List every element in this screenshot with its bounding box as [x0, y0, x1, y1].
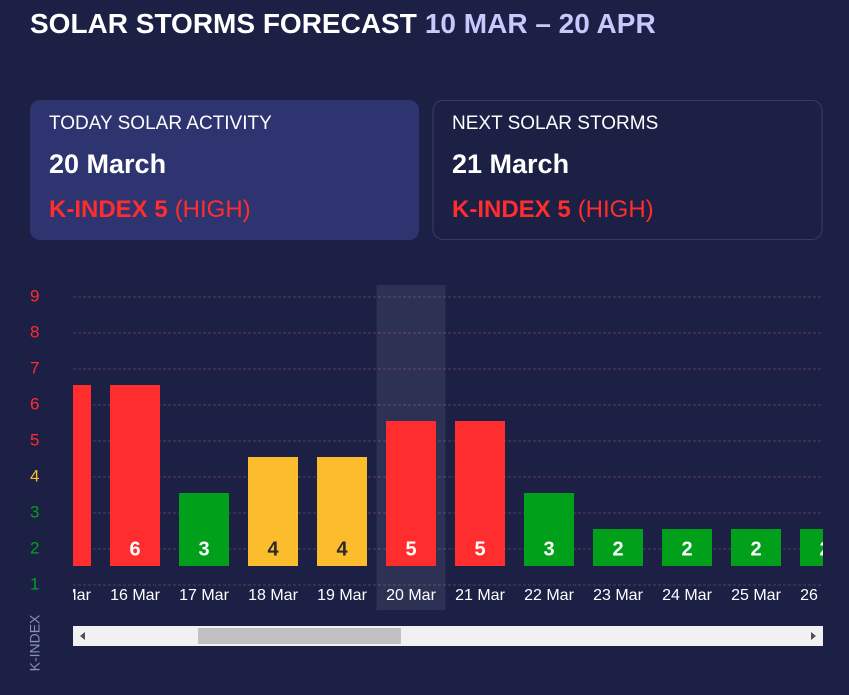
y-tick-label: 3: [30, 502, 39, 521]
value-label: 4: [267, 538, 279, 560]
value-label: 3: [198, 538, 209, 560]
y-tick-label: 4: [30, 466, 39, 485]
value-label: 2: [819, 538, 830, 560]
y-tick-label: 6: [30, 394, 39, 413]
bar: [524, 493, 574, 566]
k-index: K-INDEX 5: [452, 196, 571, 223]
title: SOLAR STORMS FORECAST 10 MAR – 20 APR: [30, 8, 656, 39]
card-index: K-INDEX 5 (HIGH): [452, 196, 654, 223]
x-tick-label: 15 Mar: [41, 587, 91, 604]
x-tick-label: 23 Mar: [593, 587, 643, 604]
x-tick-label: 21 Mar: [455, 587, 505, 604]
y-tick-label: 9: [30, 286, 39, 305]
bar: [731, 529, 781, 566]
bar: [317, 457, 367, 566]
plot: 6 15 Mar 6 16 Mar 3 17 Mar 4 18 Mar 4 19 Mar 5 20 M…: [41, 285, 849, 610]
k-index: K-INDEX 5: [49, 196, 168, 223]
x-tick-label: 22 Mar: [524, 587, 574, 604]
value-label: 5: [405, 538, 416, 560]
bar: [179, 493, 229, 566]
card-today: [30, 100, 419, 240]
bar: [386, 421, 436, 566]
level: (HIGH): [578, 196, 654, 223]
x-tick-label: 24 Mar: [662, 587, 712, 604]
title-period: 10 MAR – 20 APR: [425, 8, 656, 39]
bar: [455, 421, 505, 566]
bar: [593, 529, 643, 566]
y-tick-label: 8: [30, 322, 39, 341]
scroll-left[interactable]: [80, 632, 85, 640]
value-label: 2: [612, 538, 623, 560]
y-tick-label: 1: [30, 574, 39, 593]
card-label: TODAY SOLAR ACTIVITY: [49, 113, 272, 134]
bar: [248, 457, 298, 566]
value-label: 2: [750, 538, 761, 560]
bar: [73, 385, 91, 566]
bar: [110, 385, 160, 566]
y-tick-label: 7: [30, 358, 39, 377]
y-tick-label: 2: [30, 538, 39, 557]
x-tick-label: 18 Mar: [248, 587, 298, 604]
value-label: 6: [60, 538, 71, 560]
x-tick-label: 17 Mar: [179, 587, 229, 604]
x-tick-label: 20 Mar: [386, 587, 436, 604]
y-axis-label: K-INDEX: [27, 614, 43, 671]
y-tick-label: 5: [30, 430, 39, 449]
card-date: 21 March: [452, 149, 569, 179]
x-tick-label: 26 Mar: [800, 587, 849, 604]
value-label: 6: [129, 538, 140, 560]
value-label: 5: [474, 538, 485, 560]
bar: [662, 529, 712, 566]
card-index: K-INDEX 5 (HIGH): [49, 196, 251, 223]
bar: [800, 529, 823, 566]
x-tick-label: 19 Mar: [317, 587, 367, 604]
value-label: 4: [336, 538, 348, 560]
value-label: 2: [681, 538, 692, 560]
card-label: NEXT SOLAR STORMS: [452, 113, 658, 134]
x-tick-label: 25 Mar: [731, 587, 781, 604]
card-date: 20 March: [49, 149, 166, 179]
value-label: 3: [543, 538, 554, 560]
title-main: SOLAR STORMS FORECAST: [30, 8, 417, 39]
level: (HIGH): [175, 196, 251, 223]
scroll-right[interactable]: [811, 632, 816, 640]
scrollbar[interactable]: [73, 626, 823, 646]
x-tick-label: 16 Mar: [110, 587, 160, 604]
scroll-thumb[interactable]: [198, 628, 401, 644]
card-next: [432, 100, 823, 240]
